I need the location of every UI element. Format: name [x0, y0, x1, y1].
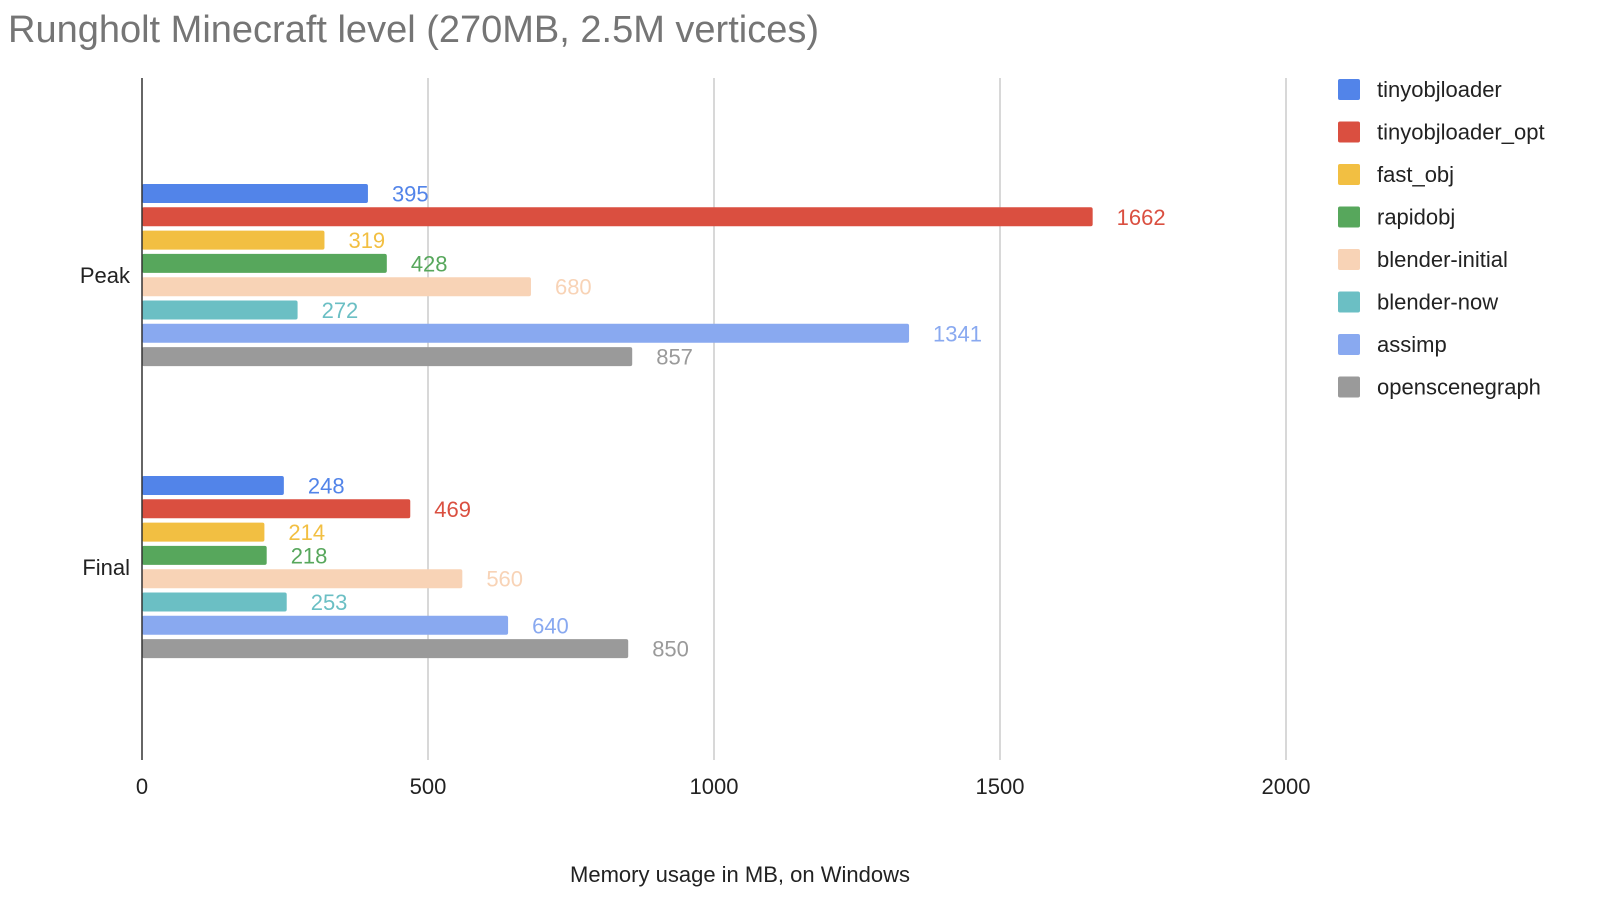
legend-label-blender-initial: blender-initial — [1377, 247, 1508, 272]
data-label-final-tinyobjloader_opt: 469 — [434, 497, 471, 522]
bar-final-assimp — [142, 615, 509, 635]
x-tick-label-0: 0 — [136, 774, 148, 799]
legend-swatch-fast_obj — [1338, 164, 1360, 185]
chart-title: Rungholt Minecraft level (270MB, 2.5M ve… — [8, 9, 819, 51]
legend-swatch-assimp — [1338, 334, 1360, 355]
bar-final-rapidobj — [142, 545, 267, 565]
bar-peak-fast_obj — [142, 230, 325, 250]
x-tick-label-1000: 1000 — [690, 774, 739, 799]
data-label-peak-openscenegraph: 857 — [656, 345, 693, 370]
data-label-peak-tinyobjloader: 395 — [392, 182, 429, 207]
x-tick-label-500: 500 — [410, 774, 447, 799]
legend-swatch-blender-now — [1338, 291, 1360, 313]
bar-peak-blender-now — [142, 300, 298, 320]
bar-final-blender-now — [142, 592, 287, 612]
bar-peak-rapidobj — [142, 253, 387, 273]
legend-swatch-blender-initial — [1338, 249, 1360, 270]
data-label-final-rapidobj: 218 — [291, 543, 328, 568]
legend-label-tinyobjloader: tinyobjloader — [1377, 77, 1502, 102]
data-label-final-tinyobjloader: 248 — [308, 474, 345, 499]
bar-final-openscenegraph — [142, 639, 629, 659]
legend-label-tinyobjloader_opt: tinyobjloader_opt — [1377, 120, 1545, 145]
data-label-final-assimp: 640 — [532, 613, 569, 638]
data-label-final-fast_obj: 214 — [288, 520, 325, 545]
data-label-final-blender-initial: 560 — [486, 567, 523, 592]
legend-label-rapidobj: rapidobj — [1377, 205, 1455, 230]
bar-peak-openscenegraph — [142, 347, 633, 367]
legend-label-fast_obj: fast_obj — [1377, 162, 1454, 187]
bar-peak-tinyobjloader — [142, 184, 368, 203]
bar-final-blender-initial — [142, 569, 463, 589]
bar-peak-tinyobjloader_opt — [142, 207, 1093, 227]
category-label-final: Final — [82, 555, 130, 580]
data-label-final-openscenegraph: 850 — [652, 637, 689, 662]
bars — [142, 184, 1093, 659]
category-labels: Peak Final — [80, 263, 131, 580]
legend-label-assimp: assimp — [1377, 332, 1447, 357]
legend-label-blender-now: blender-now — [1377, 290, 1498, 315]
category-label-peak: Peak — [80, 263, 131, 288]
legend-swatch-tinyobjloader — [1338, 79, 1360, 100]
legend-swatch-openscenegraph — [1338, 376, 1360, 398]
x-tick-label-1500: 1500 — [976, 774, 1025, 799]
x-axis-ticks: 0 500 1000 1500 2000 — [136, 774, 1311, 799]
data-label-peak-assimp: 1341 — [933, 321, 982, 346]
data-label-peak-fast_obj: 319 — [348, 228, 385, 253]
legend-swatch-rapidobj — [1338, 206, 1360, 228]
bar-final-fast_obj — [142, 522, 265, 542]
data-label-peak-blender-initial: 680 — [555, 275, 592, 300]
legend-label-openscenegraph: openscenegraph — [1377, 375, 1541, 400]
x-tick-label-2000: 2000 — [1262, 774, 1311, 799]
bar-final-tinyobjloader_opt — [142, 499, 411, 519]
legend-swatch-tinyobjloader_opt — [1338, 121, 1360, 143]
legend: tinyobjloader tinyobjloader_opt fast_objra… — [1338, 77, 1545, 400]
data-label-peak-tinyobjloader_opt: 1662 — [1117, 205, 1166, 230]
data-label-peak-blender-now: 272 — [322, 298, 359, 323]
bar-peak-assimp — [142, 323, 910, 343]
data-label-peak-rapidobj: 428 — [411, 251, 448, 276]
bar-final-tinyobjloader — [142, 476, 284, 495]
bar-peak-blender-initial — [142, 277, 531, 297]
x-axis-label: Memory usage in MB, on Windows — [570, 862, 910, 887]
data-label-final-blender-now: 253 — [311, 590, 348, 615]
